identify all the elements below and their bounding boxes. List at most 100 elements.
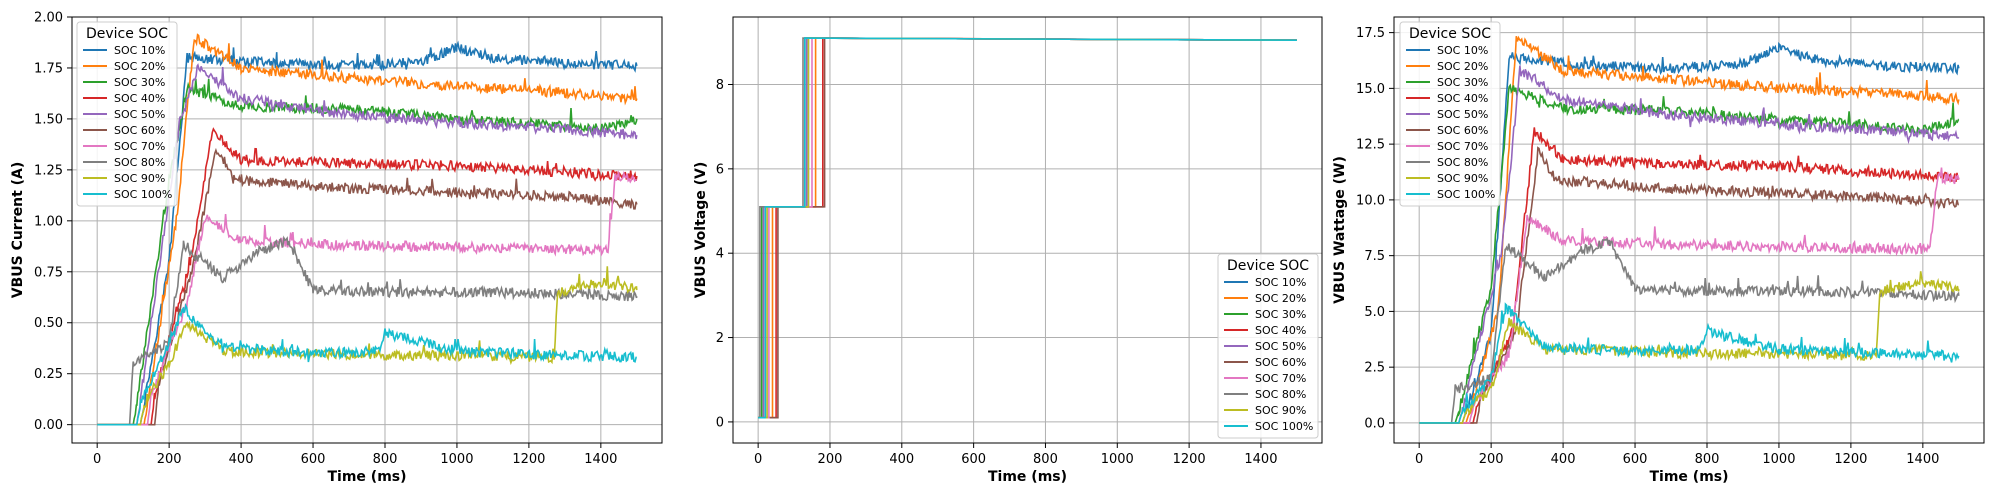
x-tick-label: 1400 — [1244, 452, 1277, 467]
series-line-soc-10- — [758, 37, 1297, 419]
legend-entry-label: SOC 60% — [1255, 356, 1306, 369]
x-tick-label: 600 — [301, 452, 326, 467]
x-tick-label: 400 — [889, 452, 914, 467]
series-line-soc-50- — [758, 37, 1297, 419]
plot-frame — [732, 16, 1323, 444]
series-line-soc-60- — [758, 37, 1297, 419]
legend-entry-label: SOC 80% — [114, 156, 165, 169]
x-tick-label: 800 — [373, 452, 398, 467]
y-tick-label: 1.75 — [34, 61, 63, 76]
x-tick-label: 200 — [818, 452, 843, 467]
x-axis-label: Time (ms) — [988, 469, 1067, 485]
legend-entry-label: SOC 80% — [1255, 388, 1306, 401]
legend-entry-label: SOC 10% — [1437, 44, 1488, 57]
series-line-soc-40- — [97, 127, 638, 426]
y-tick-label: 6 — [716, 162, 724, 177]
y-tick-label: 0.50 — [34, 316, 63, 331]
legend-entry-label: SOC 90% — [114, 172, 165, 185]
legend-title: Device SOC — [86, 26, 168, 42]
legend-entry-label: SOC 70% — [114, 140, 165, 153]
legend-entry-label: SOC 100% — [114, 188, 172, 201]
legend-entry-label: SOC 70% — [1437, 140, 1488, 153]
y-tick-label: 0.25 — [34, 367, 63, 382]
legend-entry-label: SOC 40% — [1255, 324, 1306, 337]
series-line-soc-100- — [1419, 302, 1960, 424]
series-line-soc-70- — [758, 37, 1297, 419]
series-line-soc-100- — [97, 302, 637, 426]
x-axis-label: Time (ms) — [327, 469, 406, 485]
legend-entry-label: SOC 20% — [114, 60, 165, 73]
y-tick-label: 7.5 — [1364, 249, 1385, 264]
chart-panel-1: 0 200 400 600 800 1000 1200 1400 0.00 0.25 0.50 0.7… — [10, 11, 663, 485]
x-tick-label: 1200 — [1173, 452, 1206, 467]
y-tick-label: 10.0 — [1356, 193, 1385, 208]
x-tick-label: 1400 — [584, 452, 617, 467]
legend-title: Device SOC — [1409, 26, 1491, 42]
series-line-soc-80- — [1419, 237, 1960, 424]
chart-panel-3: 0 200 400 600 800 1000 1200 1400 0.0 2.5 5.0 7.5 10.… — [1332, 16, 1985, 485]
legend-entry-label: SOC 50% — [1255, 340, 1306, 353]
series-line-soc-30- — [758, 37, 1297, 419]
series-line-soc-100- — [758, 37, 1297, 419]
legend-entry-label: SOC 100% — [1255, 420, 1313, 433]
y-tick-label: 17.5 — [1356, 26, 1385, 41]
series-line-soc-50- — [97, 63, 638, 426]
series-line-soc-90- — [758, 37, 1297, 419]
x-tick-label: 1000 — [1762, 452, 1795, 467]
x-axis-label: Time (ms) — [1649, 469, 1728, 485]
series-line-soc-40- — [1419, 127, 1960, 424]
x-tick-label: 1200 — [1834, 452, 1867, 467]
legend-entry-label: SOC 90% — [1255, 404, 1306, 417]
legend-entry-label: SOC 30% — [114, 76, 165, 89]
y-tick-label: 12.5 — [1356, 138, 1385, 153]
y-tick-label: 5.0 — [1364, 305, 1385, 320]
x-tick-label: 1200 — [512, 452, 545, 467]
x-tick-label: 600 — [961, 452, 986, 467]
series-line-soc-20- — [758, 37, 1297, 419]
legend-entry-label: SOC 50% — [1437, 108, 1488, 121]
y-tick-label: 1.25 — [34, 163, 63, 178]
y-tick-label: 2.00 — [34, 11, 63, 26]
x-tick-label: 200 — [1479, 452, 1504, 467]
x-tick-label: 800 — [1695, 452, 1720, 467]
x-tick-label: 0 — [93, 452, 101, 467]
plot-frame — [71, 16, 663, 444]
series-line-soc-80- — [758, 37, 1297, 419]
legend-entry-label: SOC 90% — [1437, 172, 1488, 185]
x-tick-label: 200 — [157, 452, 182, 467]
legend-box — [1399, 21, 1501, 207]
legend-entry-label: SOC 50% — [114, 108, 165, 121]
y-tick-label: 15.0 — [1356, 82, 1385, 97]
legend-entry-label: SOC 40% — [1437, 92, 1488, 105]
legend-entry-label: SOC 40% — [114, 92, 165, 105]
y-tick-label: 1.00 — [34, 214, 63, 229]
y-tick-label: 1.50 — [34, 112, 63, 127]
series-line-soc-60- — [97, 147, 638, 426]
series-line-soc-20- — [1419, 35, 1960, 424]
x-tick-label: 400 — [1551, 452, 1576, 467]
series-line-soc-50- — [1419, 65, 1960, 424]
series-line-soc-10- — [97, 40, 638, 426]
legend: Device SOC SOC 10% SOC 20% SOC 30% SOC 40% SO… — [76, 21, 178, 207]
legend-entry-label: SOC 30% — [1255, 308, 1306, 321]
series-line-soc-20- — [97, 33, 638, 426]
y-tick-label: 8 — [716, 78, 724, 93]
x-tick-label: 800 — [1033, 452, 1058, 467]
y-tick-label: 0 — [716, 415, 724, 430]
y-tick-label: 2 — [716, 331, 724, 346]
y-tick-label: 0.00 — [34, 418, 63, 433]
legend-entry-label: SOC 70% — [1255, 372, 1306, 385]
series-line-soc-10- — [1419, 41, 1960, 424]
legend-box — [76, 21, 178, 207]
legend-entry-label: SOC 20% — [1255, 292, 1306, 305]
y-tick-label: 4 — [716, 247, 724, 262]
legend-entry-label: SOC 100% — [1437, 188, 1495, 201]
x-tick-label: 1400 — [1906, 452, 1939, 467]
series-line-soc-70- — [1419, 167, 1960, 424]
legend-entry-label: SOC 20% — [1437, 60, 1488, 73]
legend-box — [1217, 253, 1319, 439]
x-tick-label: 1000 — [1101, 452, 1134, 467]
x-tick-label: 0 — [754, 452, 762, 467]
legend: Device SOC SOC 10% SOC 20% SOC 30% SOC 40% SO… — [1217, 253, 1319, 439]
